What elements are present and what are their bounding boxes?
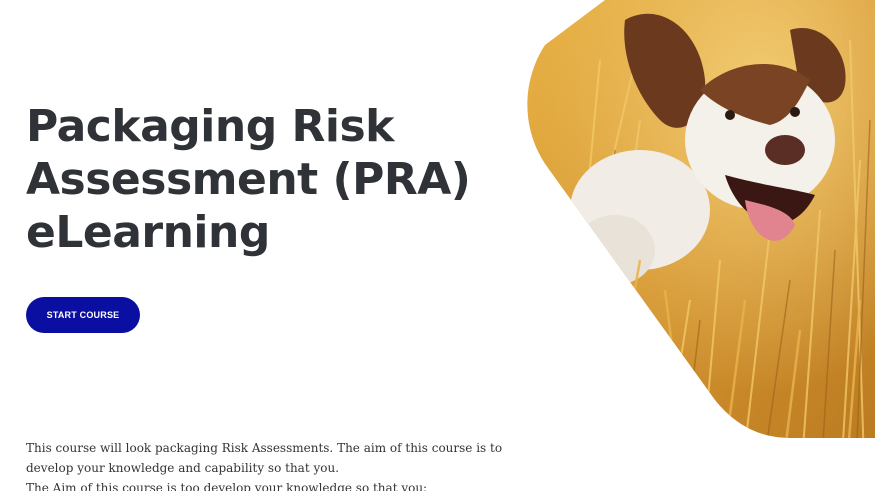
title-line-1: Packaging Risk bbox=[26, 101, 394, 152]
intro-line-3: The Aim of this course is too develop yo… bbox=[26, 481, 428, 491]
title-line-3: eLearning bbox=[26, 207, 270, 258]
page-title: Packaging Risk Assessment (PRA) eLearnin… bbox=[26, 100, 496, 259]
start-course-button[interactable]: START COURSE bbox=[26, 297, 140, 333]
title-line-2: Assessment (PRA) bbox=[26, 154, 471, 205]
course-intro: This course will look packaging Risk Ass… bbox=[26, 438, 503, 491]
intro-line-1: This course will look packaging Risk Ass… bbox=[26, 441, 503, 455]
intro-line-2: develop your knowledge and capability so… bbox=[26, 461, 340, 475]
